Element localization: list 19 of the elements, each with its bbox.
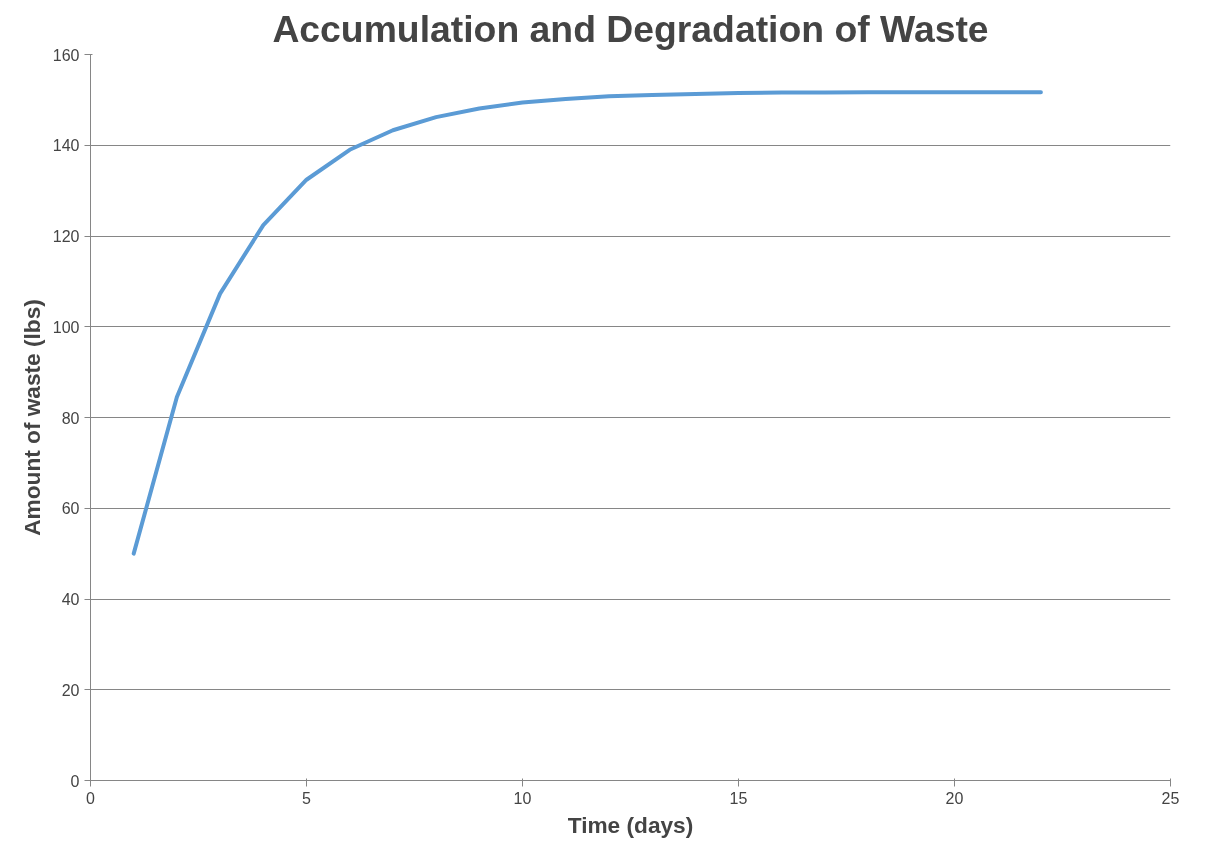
y-tick-label: 80 bbox=[61, 409, 80, 427]
chart-title: Accumulation and Degradation of Waste bbox=[272, 7, 989, 50]
x-tick-label: 10 bbox=[513, 789, 532, 807]
y-tick-label: 160 bbox=[52, 46, 80, 64]
x-tick-label: 25 bbox=[1161, 789, 1180, 807]
x-tick-label: 15 bbox=[729, 789, 748, 807]
x-tick-label: 20 bbox=[945, 789, 964, 807]
y-tick-label: 0 bbox=[70, 772, 80, 790]
y-tick-label: 120 bbox=[52, 228, 80, 245]
y-tick-label: 40 bbox=[61, 591, 80, 608]
x-tick-label: 5 bbox=[302, 789, 312, 807]
y-tick-label: 140 bbox=[52, 137, 80, 155]
y-axis-title: Amount of waste (lbs) bbox=[18, 299, 45, 536]
line-series bbox=[131, 90, 1043, 556]
y-tick-label: 20 bbox=[61, 681, 80, 699]
x-tick-label: 0 bbox=[86, 789, 96, 807]
y-tick-label: 60 bbox=[61, 500, 80, 518]
y-tick-label: 100 bbox=[52, 318, 80, 336]
x-axis-title: Time (days) bbox=[567, 811, 694, 838]
